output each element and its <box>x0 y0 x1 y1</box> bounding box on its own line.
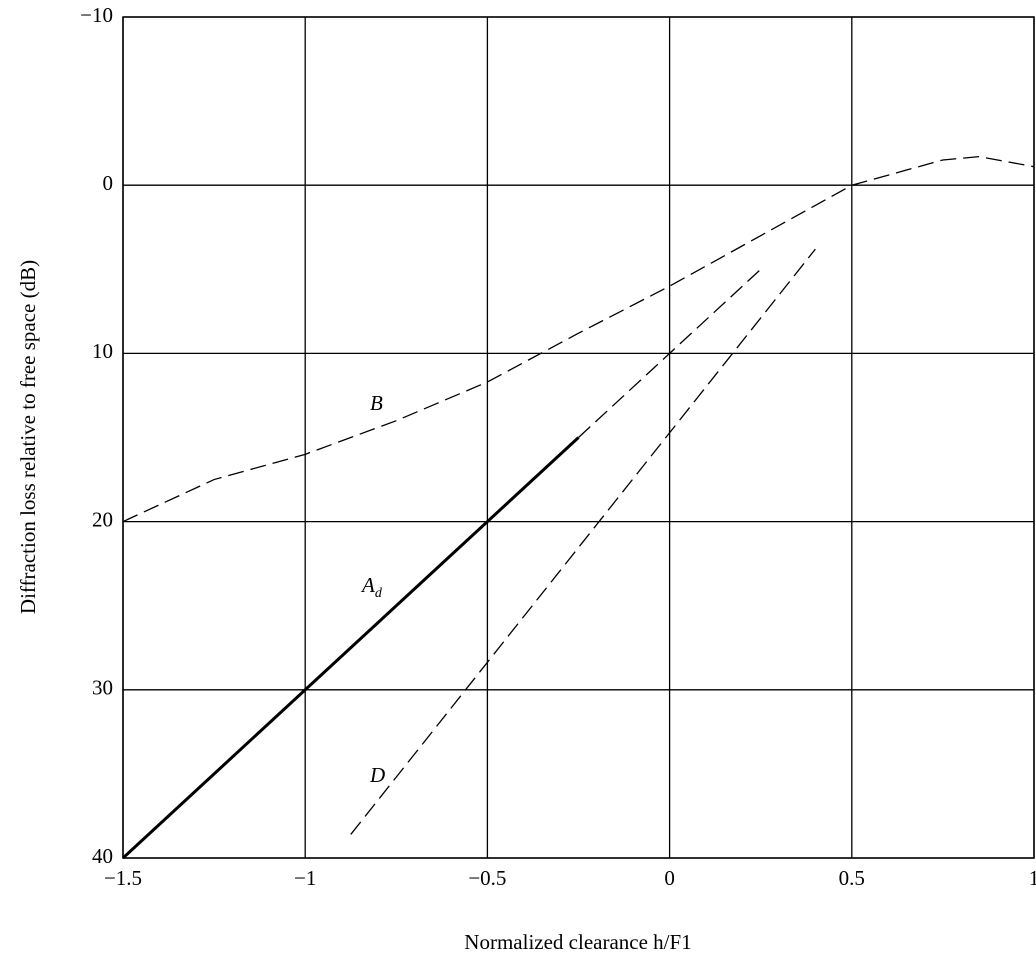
series-line <box>122 155 1035 523</box>
y-tick-label: 10 <box>92 339 113 363</box>
y-tick-label: 20 <box>92 507 113 531</box>
x-tick-label: 1 <box>1029 866 1036 890</box>
series-label: Ad <box>360 573 383 601</box>
plot-frame <box>122 16 1035 859</box>
series-line <box>350 248 816 835</box>
y-tick-label: 40 <box>92 844 113 868</box>
y-tick-label: −10 <box>80 3 113 27</box>
y-tick-label: 30 <box>92 676 113 700</box>
x-tick-label: 0 <box>664 866 675 890</box>
x-axis-label: Normalized clearance h/F1 <box>464 930 691 954</box>
x-tick-label: 0.5 <box>839 866 865 890</box>
x-tick-label: −0.5 <box>468 866 506 890</box>
series-label: D <box>369 763 385 787</box>
series-label: B <box>370 391 383 415</box>
x-tick-label: −1 <box>294 866 316 890</box>
series-line <box>578 268 762 438</box>
x-tick-label: −1.5 <box>104 866 142 890</box>
y-axis-label: Diffraction loss relative to free space … <box>16 260 40 614</box>
y-tick-label: 0 <box>103 171 114 195</box>
series-line <box>121 436 580 860</box>
